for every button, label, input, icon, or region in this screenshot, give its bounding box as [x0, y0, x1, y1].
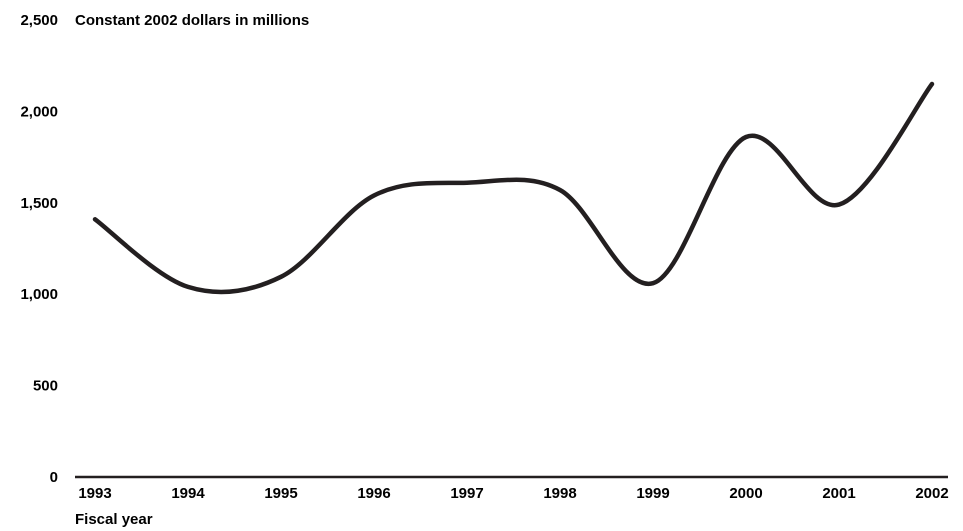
data-point — [558, 188, 562, 192]
data-point — [279, 275, 283, 279]
x-tick-label: 1993 — [78, 485, 111, 502]
data-point — [465, 181, 469, 185]
y-tick-label: 1,000 — [20, 286, 58, 303]
x-axis-tick-labels: 1993 1994 1995 1996 1997 1998 1999 2000 2001 2002 — [78, 485, 948, 502]
x-tick-label: 1997 — [450, 485, 483, 502]
data-point — [837, 203, 841, 207]
x-tick-label: 1995 — [264, 485, 297, 502]
series-line — [92, 81, 935, 295]
x-axis-label: Fiscal year — [75, 511, 153, 528]
x-tick-label: 1996 — [357, 485, 390, 502]
data-point — [744, 135, 748, 139]
y-axis-label: Constant 2002 dollars in millions — [75, 12, 309, 29]
y-axis-tick-labels: 0 500 1,000 1,500 2,000 2,500 — [20, 12, 58, 486]
data-point — [93, 217, 97, 221]
data-point — [651, 281, 655, 285]
y-tick-label: 500 — [33, 378, 58, 395]
data-point — [186, 285, 190, 289]
data-point — [372, 193, 376, 197]
y-tick-label: 0 — [50, 469, 58, 486]
x-tick-label: 1998 — [543, 485, 576, 502]
x-tick-label: 2000 — [729, 485, 762, 502]
data-point — [930, 82, 934, 86]
y-tick-label: 2,500 — [20, 12, 58, 29]
x-tick-label: 2001 — [822, 485, 855, 502]
x-tick-label: 1999 — [636, 485, 669, 502]
y-tick-label: 2,000 — [20, 103, 58, 120]
x-tick-label: 2002 — [915, 485, 948, 502]
y-tick-label: 1,500 — [20, 195, 58, 212]
x-tick-label: 1994 — [171, 485, 205, 502]
